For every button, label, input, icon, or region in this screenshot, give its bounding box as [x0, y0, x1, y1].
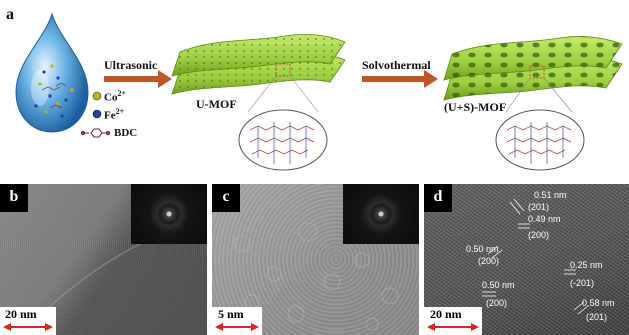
- panel-d-letter: d: [424, 184, 452, 212]
- panel-d-hkl-3: (200): [478, 256, 500, 266]
- legend-bdc: BDC: [114, 127, 138, 139]
- panel-d-d-spacing-3: 0.50 nm: [466, 244, 499, 254]
- panel-d-hkl-1: (201): [528, 202, 550, 212]
- panel-d-d-spacing-1: 0.51 nm: [534, 190, 567, 200]
- panel-c-tem-image: c 5 nm: [212, 184, 419, 335]
- panel-b-tem-image: b 20 nm: [0, 184, 207, 335]
- panel-b-scale-arrow: [3, 323, 53, 331]
- bdc-linker-icon: [80, 128, 111, 138]
- legend-co: Co2+: [104, 89, 127, 104]
- panel-c-letter: c: [212, 184, 240, 212]
- panel-a-schematic: a: [6, 6, 623, 171]
- panel-d-scale-bar: 20 nm: [424, 307, 482, 335]
- panel-d-d-spacing-2: 0.49 nm: [528, 214, 561, 224]
- us-mof-sheets: [443, 36, 623, 113]
- panel-c-scale-bar: 5 nm: [212, 307, 262, 335]
- panel-d-hrtem-image: d 0.51 nm (201) 0.49 nm (200) 0.50 nm (2…: [424, 184, 629, 335]
- us-mof-crystal-zoom: [495, 109, 585, 171]
- panel-d-hkl-4: (200): [486, 298, 508, 308]
- panel-c-scale-arrow: [215, 323, 259, 331]
- panel-d-hkl-2: (200): [528, 230, 550, 240]
- panel-c-scale-label: 5 nm: [218, 307, 244, 321]
- panel-b-scale-bar: 20 nm: [0, 307, 56, 335]
- legend-fe: Fe2+: [104, 107, 125, 122]
- ultrasonic-label: Ultrasonic: [104, 58, 158, 72]
- panel-d-hkl-6: (201): [586, 312, 608, 322]
- solvothermal-arrow: [362, 70, 438, 88]
- fe-ion-dot: [92, 109, 102, 119]
- co-ion-dot: [92, 91, 102, 101]
- u-mof-sheets: [171, 34, 346, 113]
- panel-d-scale-arrow: [427, 323, 479, 331]
- panel-b-scale-label: 20 nm: [5, 307, 37, 321]
- panel-c-particles: [233, 222, 399, 331]
- panel-d-d-spacing-5: 0.25 nm: [570, 260, 603, 270]
- panel-b-fft-inset: [131, 184, 207, 244]
- u-mof-crystal-zoom: [238, 109, 328, 171]
- schematic-graphics: [15, 12, 623, 171]
- solvothermal-label: Solvothermal: [362, 58, 431, 72]
- panel-b-letter: b: [0, 184, 28, 212]
- panel-d-hkl-5: (-201): [570, 278, 595, 288]
- u-mof-label: U-MOF: [196, 97, 237, 111]
- panel-d-d-spacing-6: 0.58 nm: [582, 298, 615, 308]
- panel-d-d-spacing-4: 0.50 nm: [482, 280, 515, 290]
- precursor-droplet: [15, 12, 89, 133]
- panel-a-letter: a: [6, 6, 14, 23]
- panel-c-fft-inset: [343, 184, 419, 244]
- panel-d-fringe-markers: [482, 198, 589, 315]
- panel-d-scale-label: 20 nm: [430, 307, 462, 321]
- us-mof-label: (U+S)-MOF: [444, 100, 507, 114]
- ultrasonic-arrow: [104, 70, 172, 88]
